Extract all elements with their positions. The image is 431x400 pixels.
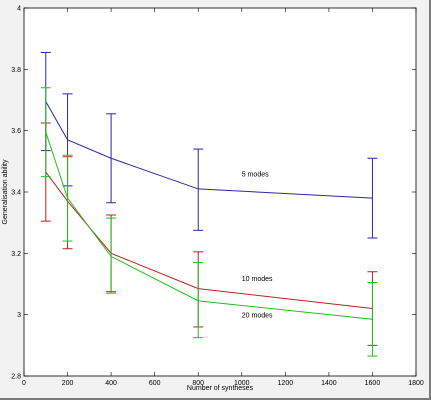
series-line — [45, 132, 373, 320]
x-tick-label: 600 — [149, 380, 161, 387]
annotations-layer: 5 modes 10 modes 20 modes — [242, 172, 273, 320]
series-20-modes — [40, 87, 378, 357]
x-tick-label: 400 — [105, 380, 117, 387]
x-axis-ticks: 0 200 400 600 800 1000 1200 1400 1600 1800 — [22, 8, 424, 387]
series-annotation: 10 modes — [242, 276, 273, 283]
series-annotation: 20 modes — [242, 313, 273, 320]
y-tick-label: 3.8 — [11, 67, 21, 74]
y-tick-label: 3 — [17, 312, 21, 319]
y-tick-label: 2.8 — [11, 374, 21, 381]
x-tick-label: 200 — [62, 380, 74, 387]
x-tick-label: 1600 — [365, 380, 381, 387]
y-tick-label: 3.2 — [11, 251, 21, 258]
x-tick-label: 1000 — [234, 380, 250, 387]
y-tick-label: 4 — [17, 6, 21, 13]
y-tick-label: 3.6 — [11, 128, 21, 135]
y-axis-ticks: 2.8 3 3.2 3.4 3.6 3.8 4 — [11, 6, 416, 381]
y-axis-title: Generalisation ability — [2, 159, 9, 224]
x-tick-label: 0 — [22, 380, 26, 387]
y-tick-label: 3.4 — [11, 190, 21, 197]
x-tick-label: 800 — [192, 380, 204, 387]
x-axis-title: Number of syntheses — [187, 385, 254, 392]
x-tick-label: 1400 — [321, 380, 337, 387]
series-layer — [40, 51, 378, 357]
x-tick-label: 1200 — [278, 380, 294, 387]
series-annotation: 5 modes — [242, 172, 269, 179]
plot-area — [24, 8, 416, 376]
x-tick-label: 1800 — [408, 380, 424, 387]
series-line — [45, 101, 373, 199]
